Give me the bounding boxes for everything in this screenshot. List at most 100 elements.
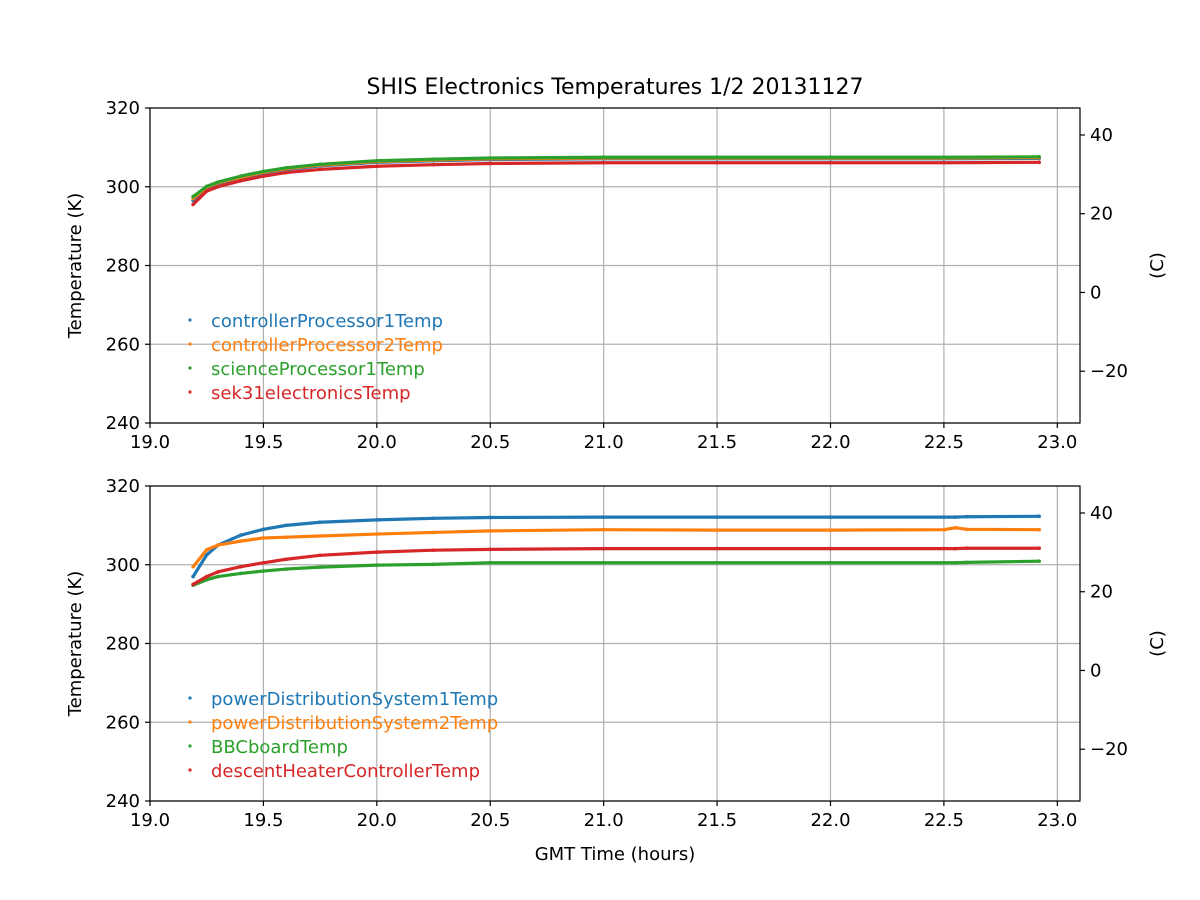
top-data-point	[191, 194, 195, 199]
bottom-legend-label: BBCboardTemp	[211, 737, 348, 758]
top-legend-marker	[188, 390, 192, 394]
top-data-point	[488, 156, 493, 160]
bottom-data-point	[953, 546, 958, 551]
bottom-data-point	[216, 570, 220, 574]
bottom-data-point	[204, 547, 209, 552]
top-data-point	[284, 170, 288, 175]
bottom-data-point	[261, 569, 266, 573]
top-data-point	[431, 162, 436, 167]
bottom-data-point	[942, 515, 946, 519]
top-y-tick-label: 320	[106, 98, 140, 119]
bottom-data-point	[942, 546, 946, 551]
top-y-axis-label: Temperature (K)	[65, 193, 86, 340]
bottom-data-point	[431, 548, 436, 552]
top-data-point	[318, 167, 322, 172]
top-right-y-tick-label: 20	[1090, 204, 1113, 225]
bottom-data-point	[488, 560, 493, 565]
top-data-point	[942, 160, 946, 165]
bottom-right-y-tick-label: 40	[1090, 503, 1113, 524]
bottom-data-point	[204, 574, 209, 579]
bottom-data-point	[953, 515, 958, 519]
top-data-point	[715, 155, 719, 160]
bottom-legend-marker	[188, 768, 192, 772]
top-y-tick-label: 240	[106, 413, 140, 434]
top-data-point	[318, 162, 322, 167]
top-data-point	[375, 164, 379, 169]
bottom-x-tick-label: 20.5	[470, 810, 510, 831]
bottom-data-point	[828, 515, 833, 519]
bottom-data-point	[715, 560, 719, 565]
bottom-legend-label: powerDistributionSystem2Temp	[211, 713, 498, 734]
bottom-series-descentHeaterControllerTemp	[191, 546, 1041, 587]
bottom-series-powerDistributionSystem1Temp	[191, 514, 1041, 579]
top-data-point	[216, 184, 220, 189]
bottom-data-point	[238, 564, 243, 569]
top-data-point	[828, 155, 833, 160]
bottom-legend: powerDistributionSystem1Temp powerDistrib…	[188, 689, 498, 782]
top-data-point	[204, 189, 209, 193]
top-x-tick-label: 19.5	[243, 432, 283, 453]
bottom-data-point	[601, 515, 606, 519]
top-data-point	[488, 161, 493, 166]
bottom-y-tick-label: 300	[106, 555, 140, 576]
top-data-point	[601, 155, 606, 160]
top-data-point	[715, 160, 719, 165]
bottom-data-point	[204, 553, 209, 557]
bottom-data-point	[431, 562, 436, 567]
top-data-point	[261, 169, 266, 174]
bottom-x-tick-label: 22.5	[924, 810, 964, 831]
bottom-data-point	[375, 550, 379, 554]
top-right-y-tick-label: 40	[1090, 125, 1113, 146]
top-data-point	[216, 180, 220, 184]
top-data-point	[601, 160, 606, 165]
bottom-x-tick-label: 21.5	[697, 810, 737, 831]
bottom-y-tick-label: 320	[106, 476, 140, 497]
bottom-data-point	[261, 560, 266, 565]
top-x-tick-label: 20.5	[470, 432, 510, 453]
top-y-tick-label: 280	[106, 256, 140, 277]
top-data-point	[238, 174, 243, 178]
bottom-x-tick-label: 19.0	[130, 810, 170, 831]
top-legend: controllerProcessor1Temp controllerProces…	[188, 311, 443, 404]
bottom-y-axis-label: Temperature (K)	[65, 571, 86, 718]
top-x-tick-label: 19.0	[130, 432, 170, 453]
top-data-point	[284, 166, 288, 170]
bottom-data-point	[1037, 546, 1041, 551]
bottom-legend-label: descentHeaterControllerTemp	[211, 761, 480, 782]
bottom-data-point	[828, 546, 833, 551]
bottom-data-point	[318, 553, 322, 558]
bottom-data-point	[261, 536, 266, 540]
bottom-data-point	[601, 546, 606, 551]
top-data-point	[375, 158, 379, 163]
bottom-data-point	[238, 539, 243, 543]
top-data-point	[1037, 155, 1041, 159]
top-y-tick-label: 300	[106, 177, 140, 198]
top-x-tick-label: 20.0	[357, 432, 397, 453]
top-x-tick-label: 21.0	[584, 432, 624, 453]
top-data-point	[1037, 160, 1041, 165]
bottom-panel: 19.0 19.5 20.0 20.5 21.0 21.5 22.0 22.5 23.0 240 2…	[65, 476, 1168, 831]
bottom-data-point	[284, 567, 288, 571]
bottom-x-tick-label: 19.5	[243, 810, 283, 831]
top-panel: 19.0 19.5 20.0 20.5 21.0 21.5 22.0 22.5 23.0 240 2…	[65, 98, 1168, 453]
top-legend-marker	[188, 318, 192, 322]
top-legend-label: controllerProcessor2Temp	[211, 335, 443, 356]
bottom-legend-marker	[188, 696, 192, 700]
bottom-data-point	[1037, 527, 1041, 532]
bottom-data-point	[318, 520, 322, 525]
bottom-data-point	[942, 560, 946, 565]
top-series-sek31electronicsTemp	[191, 160, 1041, 207]
top-legend-label: scienceProcessor1Temp	[211, 359, 425, 380]
bottom-data-point	[953, 560, 958, 565]
bottom-legend-marker	[188, 720, 192, 724]
top-y-tick-label: 260	[106, 334, 140, 355]
bottom-data-point	[601, 527, 606, 532]
chart-title: SHIS Electronics Temperatures 1/2 201311…	[366, 75, 863, 100]
bottom-x-tick-label: 23.0	[1037, 810, 1077, 831]
bottom-right-y-tick-label: 0	[1090, 660, 1101, 681]
top-right-y-tick-label: −20	[1090, 361, 1128, 382]
bottom-x-tick-label: 22.0	[810, 810, 850, 831]
bottom-data-point	[601, 560, 606, 565]
top-data-point	[828, 160, 833, 165]
